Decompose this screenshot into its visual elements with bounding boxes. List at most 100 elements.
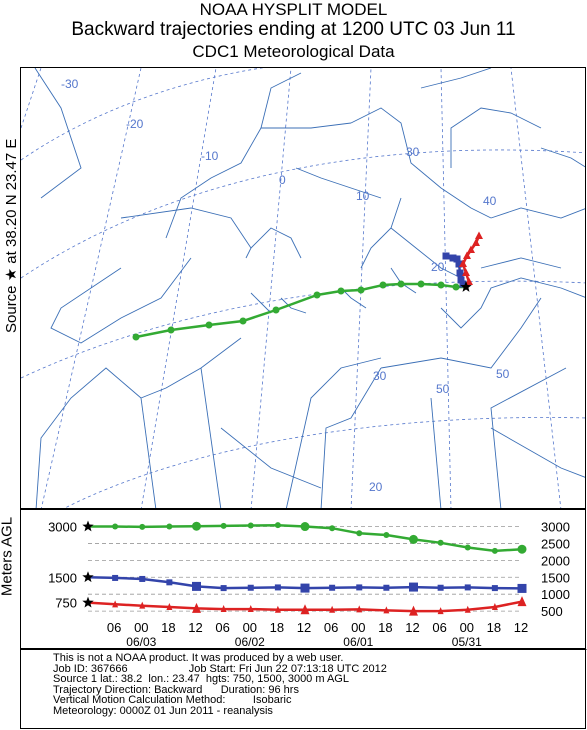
info-disclaimer: This is not a NOAA product. It was produ… [53, 652, 344, 664]
blue-height-marker [517, 583, 527, 593]
page-subtitle: Backward trajectories ending at 1200 UTC… [71, 19, 516, 40]
blue-height-marker [329, 584, 336, 591]
green-height-marker [112, 523, 119, 530]
source-star-icon [82, 596, 94, 608]
green-height-marker [409, 534, 418, 544]
red-trajectory-marker [472, 238, 480, 246]
green-trajectory-marker [132, 333, 140, 341]
green-trajectory-marker [313, 291, 321, 299]
y-right-tick-label: 1000 [541, 587, 570, 602]
blue-height-marker [112, 574, 119, 581]
green-trajectory-marker [357, 286, 365, 294]
red-height-marker [166, 603, 173, 611]
source-star-icon [460, 281, 472, 292]
source-location-label: Source ★ at 38.20 N 23.47 E [3, 138, 20, 333]
green-height-marker [192, 521, 201, 531]
blue-height-marker [383, 584, 390, 591]
green-height-marker [517, 544, 527, 554]
green-trajectory-path [135, 282, 466, 339]
red-trajectory-marker [467, 245, 475, 253]
map-grid-label: 0 [279, 173, 286, 187]
green-trajectory-marker [272, 306, 280, 314]
green-trajectory-marker [167, 326, 175, 334]
x-tick-label: 12 [405, 620, 419, 635]
green-trajectory-marker [417, 280, 425, 288]
blue-height-marker [409, 582, 418, 592]
blue-trajectory-marker [442, 252, 450, 260]
blue-height-marker [139, 575, 146, 582]
green-height-marker [247, 522, 254, 529]
coastlines [34, 68, 585, 508]
green-height-marker [166, 523, 173, 530]
y-right-tick-label: 2000 [541, 553, 570, 568]
green-height-marker [300, 522, 310, 532]
blue-height-marker [300, 583, 310, 593]
blue-trajectory-marker [459, 280, 467, 288]
red-trajectory-marker [459, 259, 467, 267]
x-tick-label: 06 [215, 620, 229, 635]
trajectory-map: -30 -20 -10 0 10 20 30 40 50 50 30 20 [20, 67, 586, 509]
green-height-marker [464, 544, 471, 551]
blue-trajectory-marker [453, 255, 461, 263]
red-height-marker [300, 604, 310, 615]
map-canvas: -30 -20 -10 0 10 20 30 40 50 50 30 20 [21, 68, 585, 508]
map-grid-label: 20 [369, 480, 383, 494]
job-info-box: This is not a NOAA product. It was produ… [20, 649, 586, 729]
red-height-marker [274, 605, 281, 613]
height-x-axis: 06 00 18 12 06 00 18 12 06 00 18 12 06 00 18 12 06/03 06/… [107, 620, 528, 649]
green-trajectory-marker [437, 281, 445, 289]
info-meteorology: Meteorology: 0000Z 01 Jun 2011 - reanaly… [53, 704, 273, 717]
red-height-marker [464, 605, 471, 613]
y-axis-label: Meters AGL [0, 516, 16, 597]
green-height-marker [329, 525, 336, 532]
map-grid-label: 50 [496, 367, 510, 381]
red-height-marker [112, 600, 119, 608]
red-height-marker [517, 596, 527, 607]
blue-trajectory-marker [455, 260, 463, 268]
x-tick-label: 06 [107, 620, 121, 635]
green-height-marker [491, 547, 498, 554]
blue-height-marker [166, 579, 173, 586]
blue-height-marker [220, 585, 227, 592]
blue-height-marker [464, 584, 471, 591]
x-tick-label: 00 [351, 620, 365, 635]
y-left-tick-label: 1500 [48, 570, 77, 585]
y-left-tick-label: 3000 [48, 520, 77, 535]
map-grid-label: 20 [431, 260, 445, 274]
map-grid-label: -10 [201, 149, 219, 163]
x-tick-label: 12 [297, 620, 311, 635]
map-grid-label: 30 [406, 145, 420, 159]
red-height-marker [220, 605, 227, 613]
map-grid-label: -30 [61, 77, 79, 91]
red-height-marker [139, 601, 146, 609]
red-height-marker [491, 603, 498, 611]
x-tick-label: 18 [378, 620, 392, 635]
red-height-marker [409, 605, 418, 616]
meteorology-subtitle: CDC1 Meteorological Data [192, 42, 395, 61]
blue-trajectory-marker [457, 276, 465, 284]
green-height-marker [437, 539, 444, 546]
red-height-marker [356, 605, 363, 613]
green-height-marker [356, 530, 363, 537]
green-trajectory-marker [337, 287, 345, 295]
blue-trajectory-marker [456, 269, 464, 277]
y-left-tick-label: 750 [55, 596, 77, 611]
x-tick-label: 06 [432, 620, 446, 635]
x-tick-label: 18 [487, 620, 501, 635]
red-height-marker [329, 605, 336, 613]
blue-trajectory-marker [449, 254, 457, 262]
date-label: 06/02 [235, 635, 265, 649]
red-height-marker [437, 607, 444, 615]
green-trajectory-marker [452, 283, 460, 291]
x-tick-label: 00 [460, 620, 474, 635]
x-tick-label: 12 [514, 620, 528, 635]
map-grid-label: 40 [483, 194, 497, 208]
source-star-icon [82, 520, 94, 532]
x-tick-label: 06 [324, 620, 338, 635]
red-trajectory-marker [462, 268, 470, 276]
x-tick-label: 00 [134, 620, 148, 635]
red-trajectory-marker [463, 251, 471, 259]
red-height-marker [383, 606, 390, 614]
green-trajectory-marker [239, 317, 247, 325]
